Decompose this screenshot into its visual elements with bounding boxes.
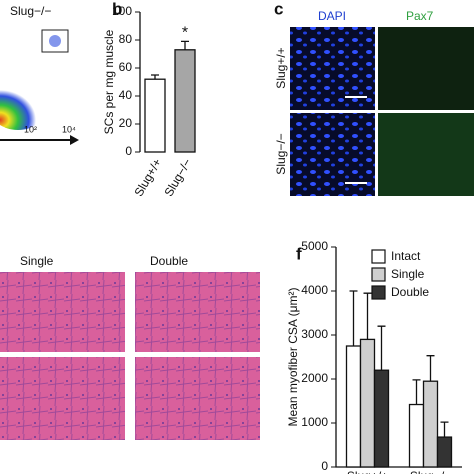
histology-image	[0, 357, 125, 440]
error-bar	[151, 74, 159, 80]
channel-label: Pax7	[406, 9, 434, 23]
error-bar	[440, 421, 449, 438]
y-tick-label: 60	[119, 60, 133, 74]
pax7-image	[378, 27, 474, 110]
bar	[422, 380, 439, 468]
panel-label: f	[296, 244, 302, 263]
bar	[174, 49, 196, 153]
legend-label: Intact	[391, 249, 421, 263]
y-tick-label: 40	[119, 88, 133, 102]
bar	[408, 403, 425, 468]
y-tick-label: 2000	[301, 371, 328, 385]
y-tick-label: 20	[119, 116, 133, 130]
error-bar	[377, 325, 386, 371]
bar	[359, 338, 376, 468]
error-bar	[363, 292, 372, 340]
y-axis-label: Mean myofiber CSA (μm²)	[286, 288, 300, 427]
flow-tick: 10⁴	[62, 124, 76, 134]
legend-label: Single	[391, 267, 425, 281]
column-label: Double	[150, 254, 188, 268]
panel-label: c	[274, 0, 283, 18]
gated-cells	[49, 35, 61, 47]
y-tick-label: 1000	[301, 415, 328, 429]
histology-image	[0, 272, 125, 352]
y-tick-label: 0	[125, 144, 132, 158]
y-tick-label: 3000	[301, 327, 328, 341]
legend-swatch	[371, 285, 386, 300]
flow-density	[0, 80, 48, 130]
channel-label: DAPI	[318, 9, 346, 23]
flow-plot	[0, 25, 79, 145]
y-axis-label: SCs per mg muscle	[102, 29, 116, 134]
legend-swatch	[371, 267, 386, 282]
legend-label: Double	[391, 285, 429, 299]
error-bar	[349, 290, 358, 346]
y-tick-label: 0	[321, 459, 328, 473]
row-label: Slug−/−	[274, 133, 288, 174]
x-tick-label: Slug+/+	[347, 469, 388, 474]
error-bar	[181, 40, 189, 50]
error-bar	[426, 355, 435, 382]
annotation: *	[182, 25, 188, 42]
y-tick-label: 5000	[301, 239, 328, 253]
bar	[436, 436, 453, 468]
row-label: Slug+/+	[274, 47, 288, 88]
x-tick-label: Slug+/+	[132, 156, 165, 199]
histology-image	[135, 357, 260, 440]
legend-swatch	[371, 249, 386, 264]
bar	[373, 369, 390, 468]
y-tick-label: 100	[112, 4, 132, 18]
y-tick-label: 4000	[301, 283, 328, 297]
column-label: Single	[20, 254, 54, 268]
gate-box	[41, 29, 69, 53]
flow-tick: 10²	[24, 124, 37, 134]
flow-label: Slug−/−	[10, 4, 51, 18]
bar	[144, 78, 166, 153]
error-bar	[412, 379, 421, 405]
x-tick-label: Slug−/−	[162, 156, 195, 199]
panel-label: b	[112, 0, 122, 18]
arrow-head	[70, 135, 79, 145]
y-tick-label: 80	[119, 32, 133, 46]
histology-image	[135, 272, 260, 352]
x-tick-label: Slug−/−	[410, 469, 451, 474]
bar	[345, 345, 362, 468]
pax7-image	[378, 113, 474, 196]
